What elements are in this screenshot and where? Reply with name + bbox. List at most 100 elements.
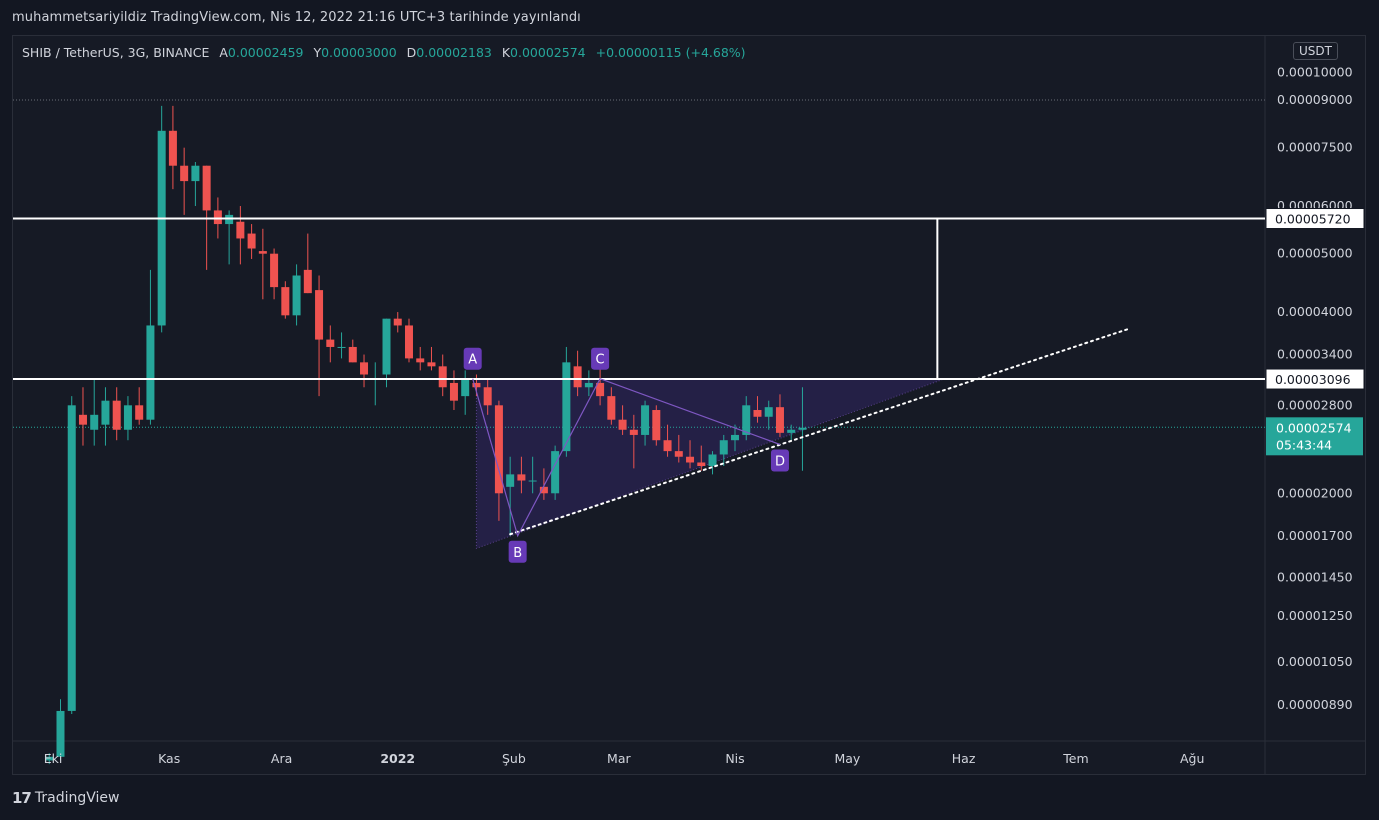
candle[interactable] <box>101 387 110 446</box>
candle[interactable] <box>112 387 121 441</box>
candle-body <box>753 410 762 417</box>
countdown-text: 05:43:44 <box>1276 437 1332 452</box>
time-tick-label: Haz <box>952 751 976 766</box>
price-tick-label: 0.00007500 <box>1277 140 1353 155</box>
candle[interactable] <box>67 396 76 714</box>
price-tick-label: 0.00000890 <box>1277 697 1353 712</box>
candle[interactable] <box>168 105 177 190</box>
candle[interactable] <box>360 354 369 388</box>
candle[interactable] <box>56 699 65 761</box>
low-label: D <box>406 45 417 60</box>
candle[interactable] <box>584 370 593 397</box>
candle[interactable] <box>382 318 391 388</box>
candle[interactable] <box>303 233 312 294</box>
candle[interactable] <box>45 753 54 765</box>
candle[interactable] <box>494 400 503 521</box>
candle[interactable] <box>674 434 683 463</box>
candle-body <box>337 346 346 348</box>
candle[interactable] <box>438 354 447 397</box>
level-price-label-bg <box>1265 368 1365 390</box>
candle[interactable] <box>697 445 706 471</box>
candle[interactable] <box>798 387 807 471</box>
candle[interactable] <box>461 370 470 415</box>
candle[interactable] <box>191 162 200 207</box>
candle[interactable] <box>652 405 661 446</box>
candle[interactable] <box>258 228 267 300</box>
candle[interactable] <box>270 248 279 300</box>
pattern-point-c[interactable]: C <box>591 347 610 370</box>
close-value: 0.00002574 <box>510 45 586 60</box>
candle-body <box>562 362 571 452</box>
level-price-label[interactable]: 0.00005720 <box>1265 208 1365 230</box>
candle[interactable] <box>90 378 99 446</box>
candle[interactable] <box>449 370 458 411</box>
candle-body <box>731 434 739 441</box>
candle[interactable] <box>551 445 560 500</box>
pattern-point-a[interactable]: A <box>463 347 482 370</box>
candle[interactable] <box>775 394 784 438</box>
candle-body <box>67 405 76 711</box>
candle[interactable] <box>404 318 413 363</box>
candle[interactable] <box>607 387 616 425</box>
candle[interactable] <box>427 346 436 371</box>
abcd-pattern-line[interactable] <box>472 377 781 538</box>
candle[interactable] <box>371 362 380 406</box>
candle-body <box>686 456 695 463</box>
time-tick-label: Ara <box>271 751 292 766</box>
candle[interactable] <box>326 325 335 363</box>
candle-body <box>213 210 222 225</box>
candle[interactable] <box>629 414 638 469</box>
open-value: 0.00002459 <box>227 45 304 60</box>
candle[interactable] <box>348 339 357 363</box>
candle[interactable] <box>528 456 537 494</box>
symbol-name[interactable]: SHIB / TetherUS, 3G, BINANCE <box>22 45 210 60</box>
candle[interactable] <box>663 424 672 457</box>
pattern-label-bg <box>770 449 789 472</box>
candle[interactable] <box>292 264 301 326</box>
candle[interactable] <box>506 456 515 536</box>
candle-body <box>303 269 312 294</box>
level-price-label[interactable]: 0.00003096 <box>1265 368 1365 390</box>
currency-badge[interactable]: USDT <box>1293 42 1338 60</box>
candle[interactable] <box>247 224 256 259</box>
candle[interactable] <box>753 396 762 423</box>
pattern-point-b[interactable]: B <box>508 540 527 563</box>
candle[interactable] <box>315 275 324 397</box>
candle[interactable] <box>135 387 144 425</box>
candle[interactable] <box>539 468 548 500</box>
candle-body <box>528 480 537 482</box>
tradingview-logo[interactable]: 17 TradingView <box>12 789 119 807</box>
candle[interactable] <box>78 387 87 446</box>
candle[interactable] <box>618 405 627 435</box>
candle[interactable] <box>641 400 650 446</box>
time-tick-label: Mar <box>607 751 631 766</box>
candle[interactable] <box>787 424 796 441</box>
candle[interactable] <box>146 269 155 425</box>
candle[interactable] <box>708 451 717 475</box>
candle[interactable] <box>123 396 132 441</box>
candle-body <box>191 165 200 182</box>
candle[interactable] <box>393 312 402 333</box>
candle[interactable] <box>416 346 425 371</box>
price-tick-label: 0.00001700 <box>1277 528 1353 543</box>
candle[interactable] <box>281 281 290 319</box>
pattern-point-d[interactable]: D <box>770 449 789 472</box>
candle[interactable] <box>731 424 739 452</box>
current-price-badge[interactable]: 0.00002574 05:43:44 <box>1266 417 1363 456</box>
candle[interactable] <box>517 456 526 494</box>
candle[interactable] <box>764 400 773 430</box>
candle[interactable] <box>742 396 751 441</box>
candle[interactable] <box>719 434 728 466</box>
candle[interactable] <box>483 378 492 415</box>
time-tick-label: 2022 <box>380 751 415 766</box>
candle[interactable] <box>686 440 695 469</box>
candle[interactable] <box>573 350 582 397</box>
candle[interactable] <box>337 332 346 359</box>
candle-body <box>787 429 796 433</box>
candle[interactable] <box>236 206 245 265</box>
candle[interactable] <box>562 346 571 457</box>
change-value: +0.00000115 (+4.68%) <box>595 45 746 60</box>
support-trendline[interactable] <box>509 327 1130 536</box>
candle[interactable] <box>180 147 189 215</box>
